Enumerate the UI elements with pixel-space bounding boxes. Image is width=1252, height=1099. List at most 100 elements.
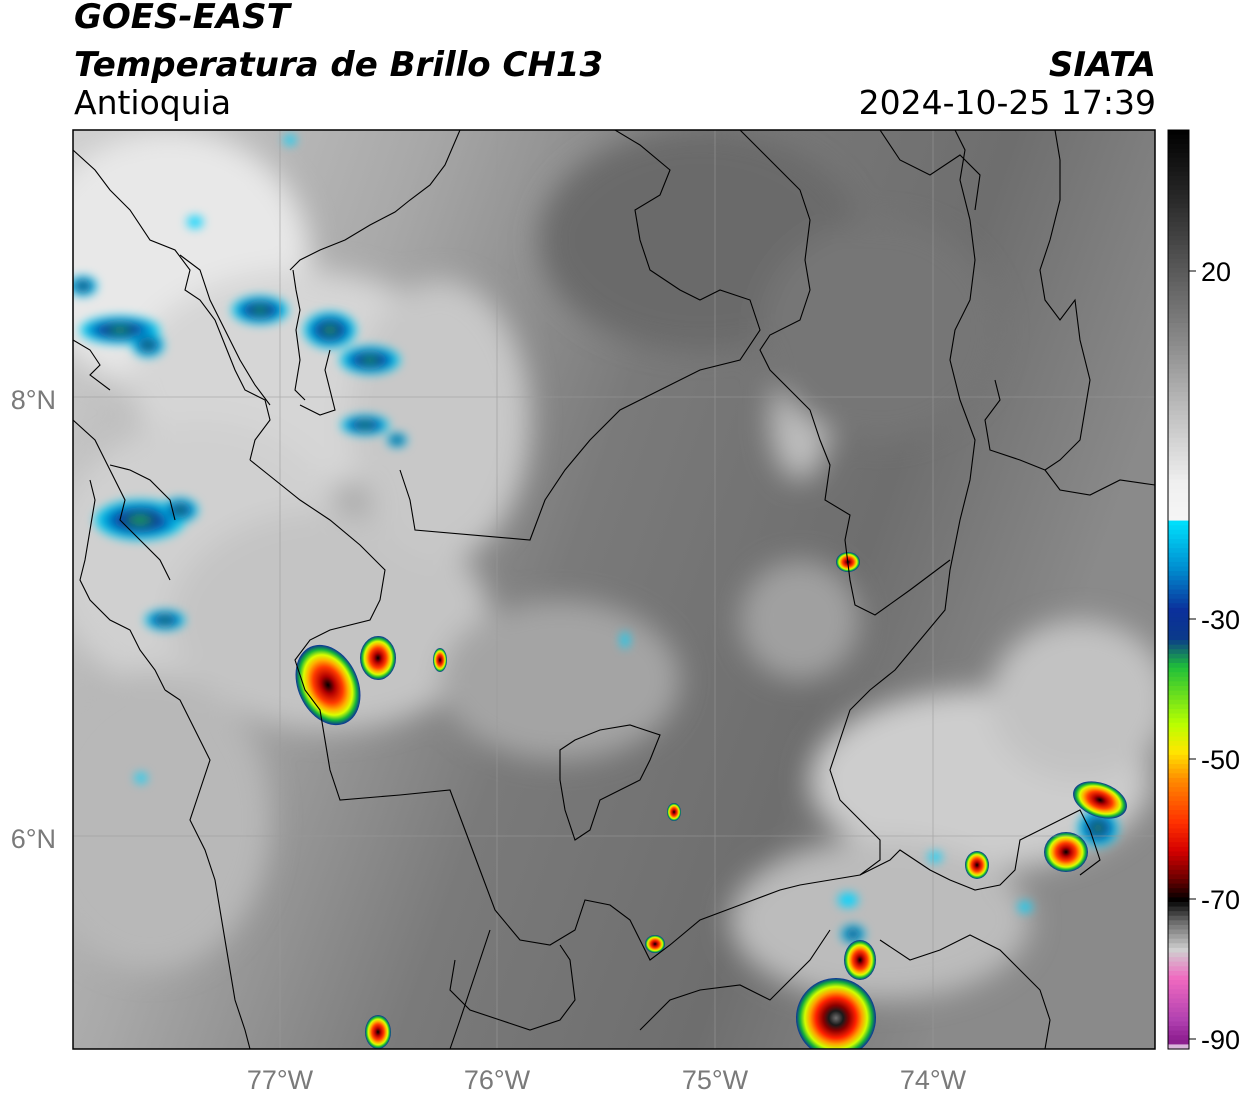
colorbar-segment bbox=[1168, 1003, 1189, 1009]
colorbar-segment bbox=[1168, 286, 1189, 292]
map-frame bbox=[72, 129, 1156, 1050]
colorbar-tick-label: -90 bbox=[1201, 1025, 1240, 1055]
colorbar-segment bbox=[1168, 594, 1189, 600]
colorbar-segment bbox=[1168, 626, 1189, 632]
colorbar-segment bbox=[1168, 185, 1189, 191]
colorbar-segment bbox=[1168, 653, 1189, 660]
colorbar-segment bbox=[1168, 846, 1189, 853]
organization-label: SIATA bbox=[1048, 45, 1156, 85]
colorbar-segment bbox=[1168, 552, 1189, 558]
colorbar-segment bbox=[1168, 194, 1189, 200]
colorbar-segment bbox=[1168, 483, 1189, 490]
colorbar-segment bbox=[1168, 139, 1189, 145]
colorbar-segment bbox=[1168, 391, 1189, 398]
colorbar-segment bbox=[1168, 479, 1189, 485]
colorbar-segment bbox=[1168, 1016, 1189, 1023]
colorbar-segment bbox=[1168, 327, 1189, 333]
colorbar-segment bbox=[1168, 355, 1189, 361]
colorbar-segment bbox=[1168, 575, 1189, 581]
colorbar-segment bbox=[1168, 152, 1189, 159]
colorbar-segment bbox=[1168, 736, 1189, 742]
colorbar-segment bbox=[1168, 980, 1189, 986]
colorbar-segment bbox=[1168, 878, 1189, 885]
colorbar-segment bbox=[1168, 731, 1189, 738]
colorbar-segment bbox=[1168, 773, 1189, 779]
colorbar-segment bbox=[1168, 465, 1189, 471]
colorbar-segment bbox=[1168, 676, 1189, 682]
colorbar-segment bbox=[1168, 966, 1189, 972]
colorbar-segment bbox=[1168, 1030, 1189, 1036]
colorbar-tick-label: -70 bbox=[1201, 885, 1240, 915]
colorbar-segment bbox=[1168, 722, 1189, 728]
colorbar-segment bbox=[1168, 557, 1189, 563]
colorbar-segment bbox=[1168, 630, 1189, 637]
colorbar-segment bbox=[1168, 580, 1189, 586]
map-gridlines bbox=[73, 130, 1155, 1049]
colorbar-segment bbox=[1168, 538, 1189, 545]
colorbar-segment bbox=[1168, 690, 1189, 696]
colorbar-segment bbox=[1168, 961, 1189, 967]
colorbar-segment bbox=[1168, 796, 1189, 802]
colorbar-segment bbox=[1168, 267, 1189, 274]
colorbar-segment bbox=[1168, 313, 1189, 319]
colorbar-segment bbox=[1168, 810, 1189, 816]
colorbar-segment bbox=[1168, 470, 1189, 476]
colorbar-segment bbox=[1168, 865, 1189, 871]
colorbar-segment bbox=[1168, 621, 1189, 627]
colorbar-tick-label: 20 bbox=[1201, 257, 1231, 287]
colorbar-segment bbox=[1168, 447, 1189, 453]
colorbar-segment bbox=[1168, 924, 1189, 931]
colorbar-segment bbox=[1168, 300, 1189, 306]
colorbar-segment bbox=[1168, 768, 1189, 774]
colorbar-segment bbox=[1168, 1021, 1189, 1027]
colorbar-segment bbox=[1168, 947, 1189, 954]
colorbar-segment bbox=[1168, 130, 1189, 136]
colorbar-segment bbox=[1168, 290, 1189, 297]
colorbar-segment bbox=[1168, 272, 1189, 278]
colorbar-segment bbox=[1168, 171, 1189, 177]
colorbar-segment bbox=[1168, 764, 1189, 770]
colorbar-segment bbox=[1168, 856, 1189, 862]
lon-tick-label: 74°W bbox=[900, 1065, 967, 1095]
colorbar-segment bbox=[1168, 787, 1189, 793]
colorbar-segment bbox=[1168, 842, 1189, 848]
colorbar-segment bbox=[1168, 989, 1189, 995]
colorbar-segment bbox=[1168, 800, 1189, 807]
lat-tick-label: 6°N bbox=[11, 824, 56, 854]
colorbar-segment bbox=[1168, 584, 1189, 591]
colorbar-segment bbox=[1168, 198, 1189, 205]
colorbar-segment bbox=[1168, 525, 1189, 531]
colorbar-segment bbox=[1168, 548, 1189, 554]
colorbar-segment bbox=[1168, 373, 1189, 379]
brightness-temperature-field bbox=[73, 130, 1155, 1049]
colorbar-segment bbox=[1168, 920, 1189, 926]
colorbar-segment bbox=[1168, 911, 1189, 917]
colorbar-segment bbox=[1168, 295, 1189, 301]
colorbar-segment bbox=[1168, 828, 1189, 834]
colorbar-segment bbox=[1168, 713, 1189, 719]
colorbar-segment bbox=[1168, 906, 1189, 912]
colorbar-segment bbox=[1168, 1039, 1189, 1046]
colorbar-segment bbox=[1168, 837, 1189, 843]
colorbar-segment bbox=[1168, 745, 1189, 751]
colorbar-segment bbox=[1168, 929, 1189, 935]
colorbar-segment bbox=[1168, 833, 1189, 839]
colorbar-segment bbox=[1168, 649, 1189, 655]
colorbar-segment bbox=[1168, 277, 1189, 283]
colorbar-segment bbox=[1168, 332, 1189, 338]
colorbar-segment bbox=[1168, 442, 1189, 448]
colorbar-segment bbox=[1168, 915, 1189, 921]
colorbar-segment bbox=[1168, 281, 1189, 287]
colorbar-segment bbox=[1168, 414, 1189, 421]
colorbar-segment bbox=[1168, 240, 1189, 246]
colorbar-segment bbox=[1168, 506, 1189, 512]
colorbar-segment bbox=[1168, 892, 1189, 898]
colorbar-segment bbox=[1168, 901, 1189, 908]
lon-tick-label: 75°W bbox=[682, 1065, 749, 1095]
colorbar-segment bbox=[1168, 341, 1189, 347]
colorbar-segment bbox=[1168, 883, 1189, 889]
colorbar-segment bbox=[1168, 226, 1189, 232]
colorbar-segment bbox=[1168, 460, 1189, 467]
colorbar-segment bbox=[1168, 162, 1189, 168]
satellite-title: GOES-EAST bbox=[74, 0, 290, 37]
